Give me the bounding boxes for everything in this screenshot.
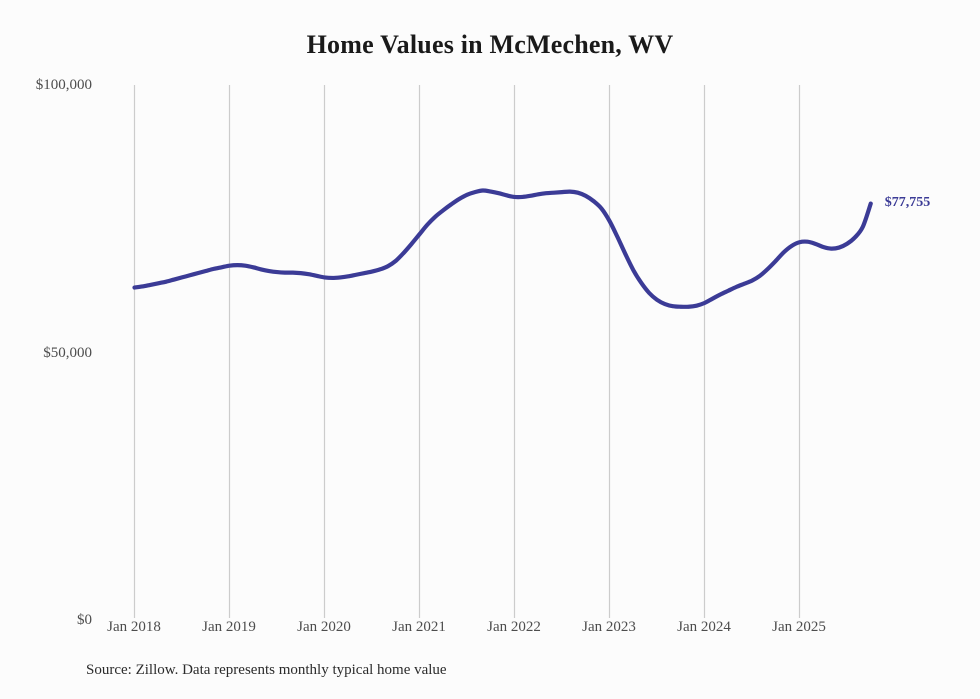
page-title: Home Values in McMechen, WV [306,30,674,59]
x-axis-tick-label: Jan 2025 [772,619,826,635]
source-note: Source: Zillow. Data represents monthly … [86,662,447,678]
y-axis-tick-labels: $100,000 $50,000 $0 [0,0,92,699]
x-axis-tick-label: Jan 2022 [487,619,541,635]
x-axis-tick-label: Jan 2024 [677,619,731,635]
gridlines [133,85,801,618]
x-axis-tick-label: Jan 2020 [297,619,351,635]
data-series-line [132,188,873,309]
y-axis-tick-label: $0 [77,612,92,628]
x-axis-tick-label: Jan 2023 [582,619,636,635]
x-axis-tick-label: Jan 2021 [392,619,446,635]
y-axis-tick-label: $50,000 [43,345,92,361]
x-axis-tick-label: Jan 2018 [107,619,161,635]
y-axis-tick-label: $100,000 [35,77,92,93]
x-axis-tick-label: Jan 2019 [202,619,256,635]
end-value-label: $77,755 [884,194,931,210]
